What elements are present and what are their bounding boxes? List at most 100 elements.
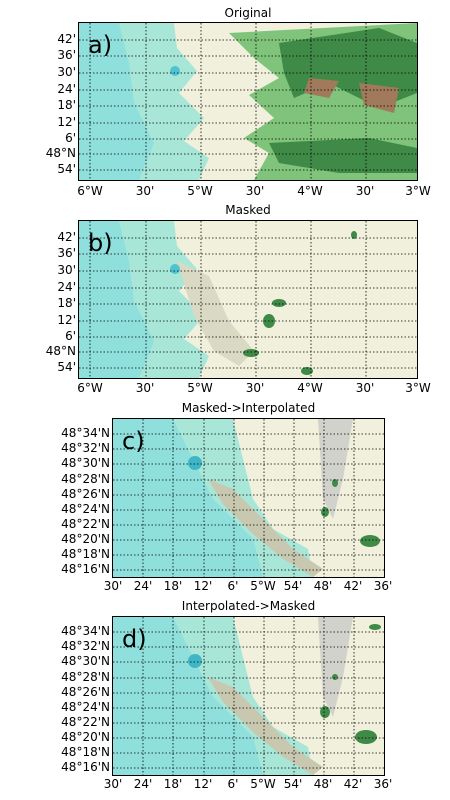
x-tick-label: 30' [245, 184, 265, 198]
y-tick-label: 12' [57, 115, 76, 129]
panel-d-title: Interpolated->Masked [181, 599, 316, 613]
y-tick-label: 54' [57, 162, 76, 176]
green-patch [369, 624, 381, 630]
x-tick-label: 42' [343, 777, 363, 791]
x-tick-label: 30' [355, 381, 375, 395]
y-tick-label: 48°30'N [61, 654, 110, 668]
panel-b-map [78, 220, 418, 379]
coastal-shading [177, 261, 254, 366]
panel-d-map-svg [113, 617, 384, 775]
x-tick-label: 6' [227, 579, 239, 593]
y-tick-label: 48°32'N [61, 441, 110, 455]
x-tick-label: 6' [227, 777, 239, 791]
y-tick-label: 48°26'N [61, 487, 110, 501]
x-tick-label: 6°W [77, 381, 103, 395]
brown-peaks [304, 78, 339, 98]
x-tick-label: 5°W [250, 579, 276, 593]
y-tick-label: 30' [57, 263, 76, 277]
inland-shading [318, 617, 353, 717]
panel-a-label: a) [88, 31, 113, 59]
y-tick-label: 48°N [45, 344, 76, 358]
y-tick-label: 42' [57, 230, 76, 244]
deep-spot [170, 66, 180, 76]
y-tick-label: 6' [65, 329, 76, 343]
panel-a-map-svg [79, 23, 417, 180]
panel-d-map [112, 616, 385, 776]
panel-d-label: d) [122, 625, 147, 653]
y-tick-label: 48°34'N [61, 426, 110, 440]
y-tick-label: 24' [57, 82, 76, 96]
panel-b-label: b) [88, 229, 113, 257]
x-tick-label: 3°W [405, 381, 431, 395]
y-tick-label: 48°32'N [61, 639, 110, 653]
x-tick-label: 18' [163, 777, 183, 791]
panel-a-map [78, 22, 418, 181]
y-tick-label: 24' [57, 280, 76, 294]
y-tick-label: 12' [57, 313, 76, 327]
x-tick-label: 30' [103, 777, 123, 791]
x-tick-label: 4°W [297, 381, 323, 395]
x-tick-label: 5°W [187, 381, 213, 395]
x-tick-label: 30' [135, 184, 155, 198]
x-tick-label: 24' [133, 777, 153, 791]
x-tick-label: 36' [373, 777, 393, 791]
y-tick-label: 48°22'N [61, 517, 110, 531]
deep-spot [170, 264, 180, 274]
green-patch [243, 349, 259, 357]
green-patch [332, 479, 338, 487]
x-tick-label: 12' [193, 579, 213, 593]
x-tick-label: 36' [373, 579, 393, 593]
deep-spot [188, 654, 202, 668]
x-tick-label: 6°W [77, 184, 103, 198]
x-tick-label: 18' [163, 579, 183, 593]
green-patch [301, 367, 313, 375]
y-tick-label: 18' [57, 296, 76, 310]
green-patch [321, 507, 329, 517]
y-tick-label: 6' [65, 131, 76, 145]
x-tick-label: 3°W [405, 184, 431, 198]
y-tick-label: 36' [57, 246, 76, 260]
x-tick-label: 24' [133, 579, 153, 593]
x-tick-label: 5°W [187, 184, 213, 198]
dark-green-south [269, 138, 417, 173]
x-tick-label: 5°W [250, 777, 276, 791]
panel-c-map-svg [113, 419, 384, 577]
y-tick-label: 54' [57, 360, 76, 374]
panel-b-map-svg [79, 221, 417, 378]
panel-b-title: Masked [225, 203, 271, 217]
x-tick-label: 4°W [297, 184, 323, 198]
y-tick-label: 48°18'N [61, 547, 110, 561]
panel-c-label: c) [122, 427, 145, 455]
green-patch [360, 535, 380, 547]
inland-shading [318, 419, 353, 519]
y-tick-label: 48°20'N [61, 532, 110, 546]
y-tick-label: 48°20'N [61, 730, 110, 744]
y-tick-label: 48°26'N [61, 685, 110, 699]
y-tick-label: 48°28'N [61, 670, 110, 684]
y-tick-label: 48°30'N [61, 456, 110, 470]
y-tick-label: 48°28'N [61, 472, 110, 486]
y-tick-label: 48°22'N [61, 715, 110, 729]
green-patch [332, 674, 338, 680]
green-patch [351, 231, 357, 239]
y-tick-label: 48°34'N [61, 624, 110, 638]
y-tick-label: 36' [57, 48, 76, 62]
panel-c-map [112, 418, 385, 578]
panel-a-title: Original [224, 6, 272, 20]
x-tick-label: 54' [283, 579, 303, 593]
x-tick-label: 30' [355, 184, 375, 198]
green-patch [355, 730, 377, 744]
x-tick-label: 30' [103, 579, 123, 593]
x-tick-label: 48' [313, 777, 333, 791]
x-tick-label: 48' [313, 579, 333, 593]
y-tick-label: 30' [57, 65, 76, 79]
x-tick-label: 30' [245, 381, 265, 395]
grid-lines [79, 23, 417, 180]
y-tick-label: 48°24'N [61, 700, 110, 714]
x-tick-label: 12' [193, 777, 213, 791]
y-tick-label: 48°N [45, 146, 76, 160]
y-tick-label: 48°16'N [61, 562, 110, 576]
panel-c-title: Masked->Interpolated [181, 401, 316, 415]
brown-peaks-2 [359, 83, 399, 113]
x-tick-label: 54' [283, 777, 303, 791]
